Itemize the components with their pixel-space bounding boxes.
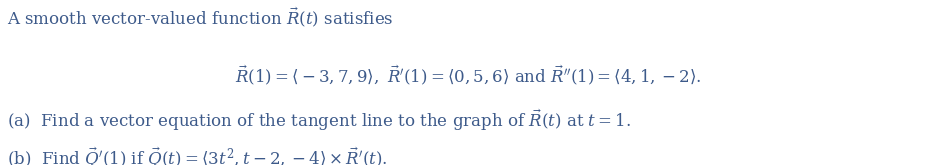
Text: A smooth vector-valued function $\vec{R}(t)$ satisfies: A smooth vector-valued function $\vec{R}… — [7, 5, 394, 29]
Text: (b)  Find $\vec{Q}'(1)$ if $\vec{Q}(t) = \langle 3t^2, t - 2, -4\rangle \times \: (b) Find $\vec{Q}'(1)$ if $\vec{Q}(t) = … — [7, 145, 388, 165]
Text: (a)  Find a vector equation of the tangent line to the graph of $\vec{R}(t)$ at : (a) Find a vector equation of the tangen… — [7, 107, 632, 133]
Text: $\vec{R}(1) = \langle -3, 7, 9\rangle,\ \vec{R}'(1) = \langle 0, 5, 6\rangle$ an: $\vec{R}(1) = \langle -3, 7, 9\rangle,\ … — [235, 63, 701, 87]
